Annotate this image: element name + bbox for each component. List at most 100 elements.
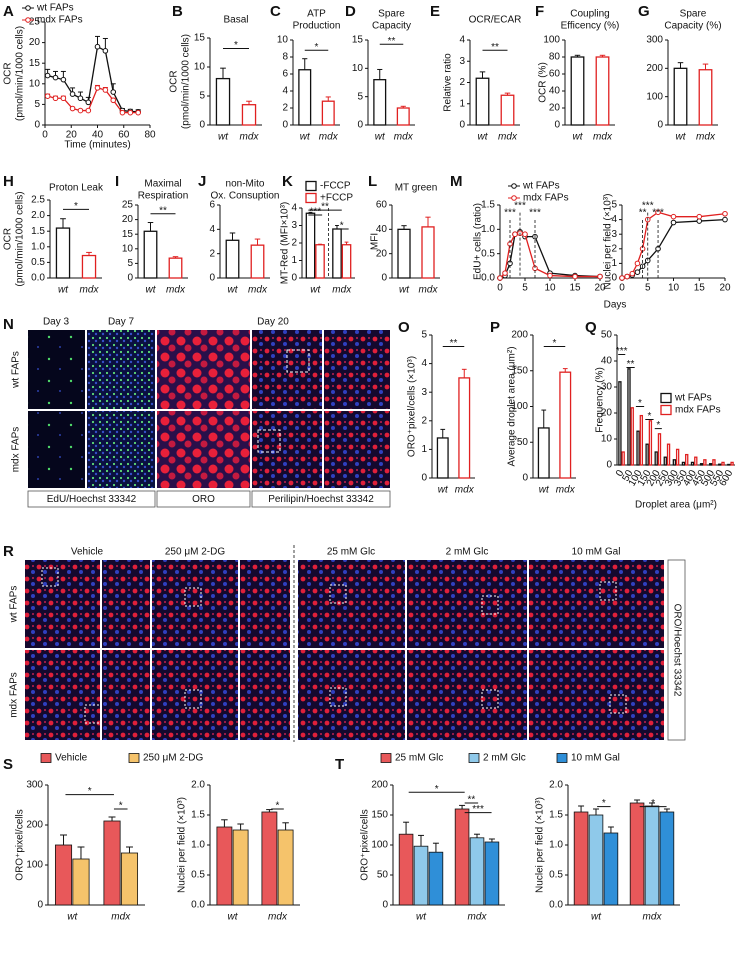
y-tick-label: 2.0 [31,210,45,221]
legend-swatch [305,192,317,204]
stain-box [251,490,391,508]
bar [421,226,435,279]
bar [621,451,625,466]
y-tick-label: 150 [371,810,388,821]
bar [672,459,677,466]
point [502,270,508,276]
y-tick-label: 10 [29,78,41,89]
y-tick-label: 0.5 [31,257,45,268]
y-tick-label: 0 [37,900,43,911]
y-tick-label: 4 [611,214,617,225]
panel-letter: K [282,173,293,190]
y-axis-label: OCR [3,62,14,84]
legend-label: 250 μM 2-DG [143,753,203,764]
x-tick-label: wt [416,912,427,923]
x-axis-label: Days [604,300,627,311]
annotation: * [88,786,92,797]
y-tick-label: 30 [601,382,613,393]
series-line [621,218,726,279]
bar [469,837,485,906]
micrograph [102,560,150,648]
y-tick-label: 2 [291,238,297,249]
annotation: * [638,398,642,409]
y-tick-label: 0 [421,473,427,484]
y-axis-label: Nuclei per field (×10³) [535,797,546,893]
y-tick-label: 0.5 [191,870,205,881]
annotation: *** [504,208,516,219]
bar [630,407,634,466]
micrograph [157,330,250,409]
bar [261,811,278,906]
micrograph [87,330,155,409]
micrograph [529,650,664,740]
y-tick-label: 6 [209,200,215,211]
point [547,272,553,279]
chart-title: Capacity [372,21,411,32]
x-tick-label: 0 [614,468,627,479]
x-tick-label: 60 [118,130,130,141]
y-tick-label: 60 [376,200,388,211]
annotation: * [276,801,280,812]
legend-label: 2 mM Glc [483,753,526,764]
y-tick-label: 20 [376,248,388,259]
x-tick-label: wt [228,285,239,296]
y-tick-label: 20 [122,214,134,225]
y-tick-label: 1 [291,255,297,266]
y-tick-label: 25 [122,200,134,211]
annotation: ** [491,42,499,53]
micrograph [87,411,155,488]
chart-title: OCR/ECAR [469,15,522,26]
bar [659,811,675,906]
legend-label: wt FAPs [674,393,712,404]
column-header: Day 7 [108,317,135,328]
x-tick-label: mdx [240,132,260,143]
inset-box [257,429,281,453]
y-axis-label: Nuclei per field (×10³) [177,797,188,893]
y-tick-label: 80 [549,52,561,63]
column-header: Day 3 [43,317,70,328]
y-axis-label: OCR (%) [538,62,549,103]
bar [373,79,387,126]
chart-title: Basal [223,15,248,26]
panel-letter: D [345,3,356,20]
point [102,87,109,93]
bar [573,811,589,906]
bar [305,212,316,279]
micrograph [298,650,405,740]
bar [55,227,71,279]
bar [250,244,265,279]
point [135,109,141,116]
bar [694,456,698,466]
bar [398,833,414,906]
micrograph [25,560,100,648]
legend-label: wt FAPs [36,3,74,14]
inset-box [184,587,202,607]
bar [730,461,734,466]
y-tick-label: 1.0 [549,840,563,851]
row-label: mdx FAPs [11,427,22,473]
micrograph [407,650,527,740]
bar [559,371,572,479]
y-tick-label: 1 [421,444,427,455]
chart-title: Proton Leak [49,183,104,194]
x-tick-label: wt [573,132,584,143]
column-header: 10 mM Gal [572,547,621,558]
bar [215,77,231,126]
x-tick-label: mdx [394,132,414,143]
chart-title: Respiration [138,191,189,202]
inset-box [329,584,347,604]
micrograph [252,411,322,488]
point [69,105,76,112]
point [94,85,101,91]
y-tick-label: 4 [209,224,215,235]
legend-label: mdx FAPs [523,193,569,204]
bar [699,463,704,466]
x-tick-label: mdx [696,132,716,143]
bar [644,805,660,906]
bar [332,228,342,279]
chart-title: Spare [680,9,707,20]
y-tick-label: 15 [29,58,41,69]
x-tick-label: 10 [544,283,556,294]
stain-box [27,490,156,508]
